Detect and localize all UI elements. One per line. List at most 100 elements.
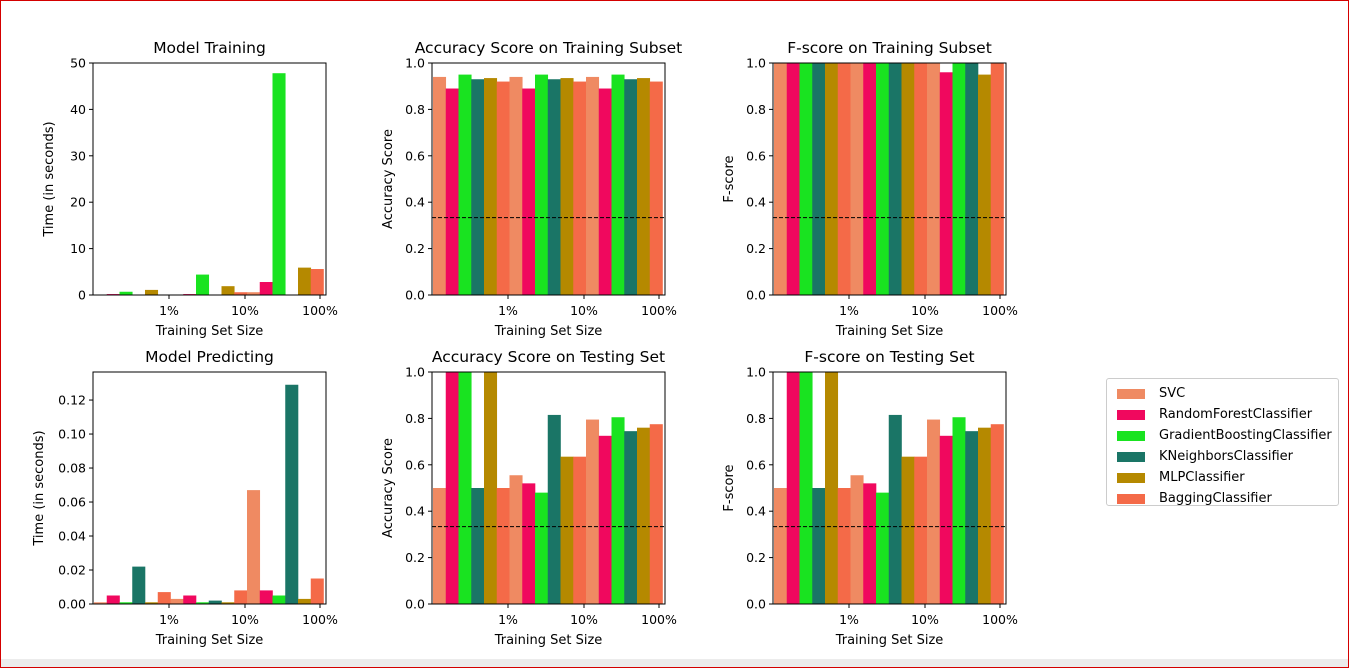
y-tick-label: 0.8 (405, 102, 425, 117)
bar (786, 372, 800, 604)
y-tick-label: 0.08 (58, 461, 86, 476)
x-tick-label: 100% (982, 612, 1018, 627)
bar (196, 274, 210, 295)
bar (458, 74, 472, 295)
x-axis-label: Training Set Size (155, 324, 264, 339)
y-tick-label: 0.8 (746, 411, 766, 426)
y-tick-label: 0.2 (746, 241, 766, 256)
chart-title: Model Training (153, 39, 266, 57)
bar (939, 435, 953, 604)
legend-label: RandomForestClassifier (1159, 407, 1313, 422)
x-tick-label: 10% (911, 612, 939, 627)
bar (586, 76, 600, 295)
y-tick-label: 0.8 (405, 411, 425, 426)
legend-label: KNeighborsClassifier (1159, 449, 1294, 464)
x-tick-label: 100% (982, 303, 1018, 318)
bar (812, 488, 826, 604)
bar (298, 267, 312, 295)
chart-title: F-score on Testing Set (804, 348, 974, 366)
bar (471, 488, 485, 604)
y-tick-label: 0.06 (58, 495, 86, 510)
bar (509, 76, 523, 295)
bar (285, 384, 299, 604)
y-axis-label: F-score (722, 155, 737, 202)
bar (952, 417, 966, 604)
bar (522, 88, 536, 296)
bar (310, 269, 324, 295)
y-tick-label: 0.0 (746, 288, 766, 303)
x-axis-label: Training Set Size (835, 324, 944, 339)
bar (234, 590, 248, 604)
y-tick-label: 0.2 (405, 550, 425, 565)
bar (458, 372, 472, 604)
bar (901, 456, 915, 604)
chart-title: Model Predicting (145, 348, 274, 366)
bar (221, 286, 235, 295)
bar (637, 78, 651, 295)
bar (183, 595, 197, 604)
bar (850, 475, 864, 604)
legend-swatch (1117, 472, 1145, 483)
bar (484, 372, 498, 604)
bar (799, 63, 813, 295)
bar (990, 424, 1004, 604)
x-axis-label: Training Set Size (494, 633, 603, 648)
legend: SVC RandomForestClassifier GradientBoost… (1106, 378, 1339, 506)
bar (471, 79, 485, 296)
bar (259, 282, 273, 295)
bar (637, 427, 651, 604)
bar (624, 79, 638, 296)
y-tick-label: 0.0 (405, 597, 425, 612)
bar (876, 63, 890, 295)
bar (965, 431, 979, 604)
legend-label: BaggingClassifier (1159, 491, 1272, 506)
y-tick-label: 1.0 (405, 56, 425, 71)
bar (774, 488, 788, 604)
bar (786, 63, 800, 295)
axes-frame (772, 371, 1007, 605)
bar (586, 419, 600, 604)
bar (863, 483, 877, 604)
bar (509, 475, 523, 604)
bar (433, 76, 447, 295)
bar (221, 602, 235, 604)
bar (196, 602, 210, 604)
y-tick-label: 0.2 (405, 241, 425, 256)
bar (812, 63, 826, 295)
y-tick-label: 0.12 (58, 393, 86, 408)
bar (927, 63, 941, 295)
x-tick-label: 1% (498, 612, 518, 627)
bar (560, 456, 574, 604)
bar (876, 492, 890, 604)
bar (598, 435, 612, 604)
legend-item: BaggingClassifier (1117, 488, 1338, 509)
bar (914, 456, 928, 604)
y-axis-label: Time (in seconds) (32, 430, 47, 546)
y-tick-label: 0.6 (746, 148, 766, 163)
y-tick-label: 20 (70, 195, 86, 210)
y-axis-label: Time (in seconds) (42, 121, 57, 237)
y-tick-label: 0.4 (405, 195, 425, 210)
x-tick-label: 1% (159, 303, 179, 318)
axes-frame (92, 62, 327, 296)
legend-label: SVC (1159, 386, 1186, 401)
y-tick-label: 0.4 (746, 195, 766, 210)
bar (496, 81, 510, 295)
axes-frame (772, 62, 1007, 296)
axes-frame (92, 371, 327, 605)
bar (259, 590, 273, 604)
chart-title: Accuracy Score on Training Subset (415, 39, 683, 57)
bar (837, 488, 851, 604)
y-tick-label: 0.6 (405, 148, 425, 163)
y-tick-label: 0.6 (405, 457, 425, 472)
legend-label: MLPClassifier (1159, 470, 1245, 485)
y-tick-label: 0.0 (405, 288, 425, 303)
bar (939, 72, 953, 295)
y-tick-label: 0.4 (746, 504, 766, 519)
bar (978, 427, 992, 604)
y-tick-label: 0.10 (58, 427, 86, 442)
x-tick-label: 1% (159, 612, 179, 627)
bar (145, 602, 159, 604)
bar (927, 419, 941, 604)
